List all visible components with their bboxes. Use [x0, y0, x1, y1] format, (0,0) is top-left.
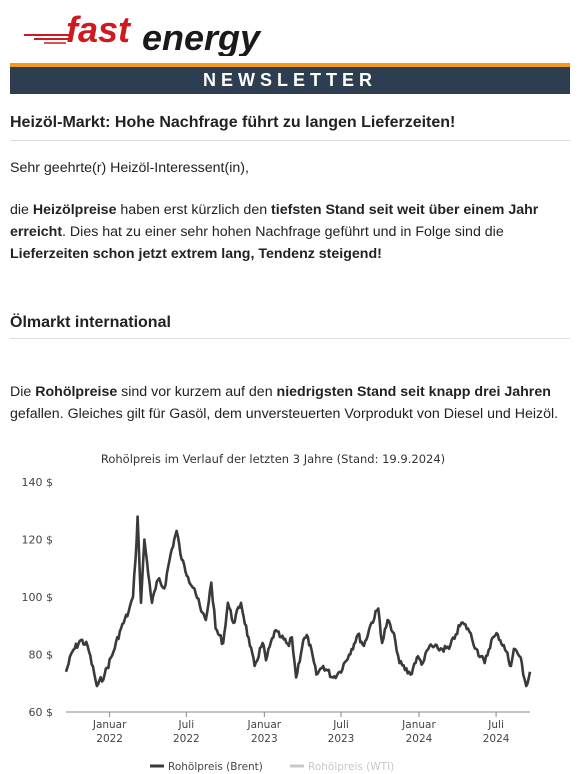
- section-title: Ölmarkt international: [10, 314, 570, 339]
- para2-segment: sind vor kurzem auf den: [117, 384, 277, 400]
- x-tick-label-year: 2023: [251, 733, 278, 745]
- brand-part2: energy: [142, 17, 262, 56]
- x-tick-label-year: 2024: [406, 733, 433, 745]
- banner-label: NEWSLETTER: [203, 70, 377, 90]
- x-tick-label-month: Januar: [247, 719, 282, 731]
- y-tick-label: 120 $: [22, 534, 54, 547]
- series-line-brent: [64, 515, 532, 688]
- intro-paragraph: die Heizölpreise haben erst kürzlich den…: [10, 199, 570, 265]
- y-tick-label: 80 $: [29, 649, 54, 662]
- para2-segment: niedrigsten Stand seit knapp drei Jahren: [276, 384, 551, 400]
- market-paragraph: Die Rohölpreise sind vor kurzem auf den …: [10, 381, 570, 425]
- x-tick-label-year: 2022: [173, 733, 200, 745]
- para2-segment: Die: [10, 384, 36, 400]
- x-tick-label-year: 2022: [96, 733, 123, 745]
- y-tick-label: 100 $: [22, 591, 54, 604]
- x-tick-label-month: Januar: [92, 719, 127, 731]
- legend-item[interactable]: Rohölpreis (Brent): [168, 761, 263, 773]
- x-tick-label-year: 2024: [483, 733, 510, 745]
- para1-segment: . Dies hat zu einer sehr hohen Nachfrage…: [62, 224, 504, 240]
- legend-item[interactable]: Rohölpreis (WTI): [308, 761, 394, 773]
- headline: Heizöl-Markt: Hohe Nachfrage führt zu la…: [10, 114, 570, 141]
- para1-segment: haben erst kürzlich den: [116, 202, 272, 218]
- para1-segment: tiefsten Stand seit weit über einem Jahr…: [10, 202, 539, 240]
- chart-title: Rohölpreis im Verlauf der letzten 3 Jahr…: [101, 452, 445, 466]
- x-tick-label-year: 2023: [328, 733, 355, 745]
- fastenergy-logo: fast energy: [22, 10, 312, 56]
- newsletter-banner: NEWSLETTER: [10, 63, 570, 94]
- para2-segment: gefallen. Gleiches gilt für Gasöl, dem u…: [10, 406, 559, 422]
- x-tick-label-month: Juli: [332, 719, 349, 731]
- para2-segment: Rohölpreise: [35, 384, 118, 400]
- x-tick-label-month: Juli: [178, 719, 195, 731]
- y-tick-label: 140 $: [22, 476, 54, 489]
- x-tick-label-month: Januar: [401, 719, 436, 731]
- y-tick-label: 60 $: [29, 706, 54, 719]
- para1-segment: Lieferzeiten schon jetzt extrem lang, Te…: [10, 246, 382, 262]
- para1-segment: Heizölpreise: [32, 202, 117, 218]
- greeting: Sehr geehrte(r) Heizöl-Interessent(in),: [10, 160, 249, 176]
- speed-lines-icon: [24, 34, 70, 44]
- brand-part1: fast: [66, 10, 132, 50]
- oil-price-chart: Rohölpreis im Verlauf der letzten 3 Jahr…: [0, 442, 580, 774]
- x-tick-label-month: Juli: [487, 719, 504, 731]
- para1-segment: die: [10, 202, 33, 218]
